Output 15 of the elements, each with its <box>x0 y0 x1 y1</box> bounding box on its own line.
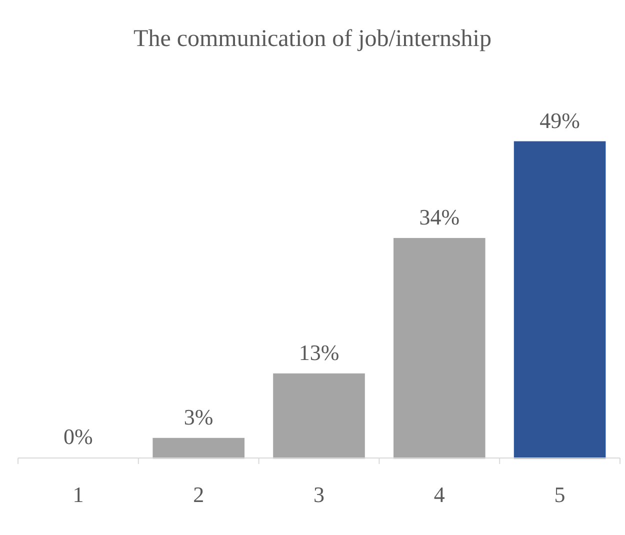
data-label: 0% <box>64 424 93 449</box>
bar <box>273 373 365 459</box>
bar <box>152 438 244 459</box>
bar <box>394 238 486 459</box>
x-tick-label: 2 <box>193 482 204 507</box>
data-label: 3% <box>184 404 214 430</box>
x-tick-label: 5 <box>554 482 566 507</box>
data-label: 49% <box>540 108 580 133</box>
x-tick-label: 1 <box>72 482 84 507</box>
x-tick-label: 4 <box>434 482 445 507</box>
data-label: 13% <box>298 340 340 366</box>
x-tick-label: 3 <box>314 482 324 507</box>
data-label: 34% <box>419 204 460 230</box>
bar <box>514 141 606 459</box>
chart-title: The communication of job/internship <box>134 26 492 52</box>
